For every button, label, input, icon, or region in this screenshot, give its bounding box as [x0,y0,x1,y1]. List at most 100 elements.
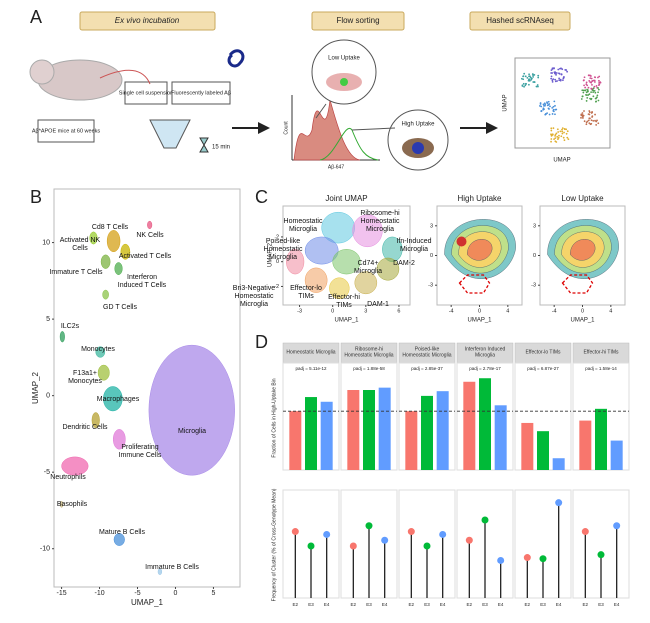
cluster [114,262,123,275]
lollipop-head [423,542,431,550]
cluster [59,501,64,508]
illustration-dot [549,105,551,108]
illustration-dot [584,86,587,89]
cluster-label: NK Cells [136,232,164,239]
x-tick-label: E3 [308,602,314,607]
y-tick-label: 0 [533,253,536,259]
illustration-dot [542,103,545,106]
illustration-dot [550,69,553,72]
x-tick-label: E3 [540,602,546,607]
facet-title: Poised-like Homeostatic Microglia [402,346,452,358]
cluster [112,429,126,450]
cluster [103,386,123,412]
bar [595,408,607,470]
illustration-dot [595,85,598,87]
cluster [147,220,153,230]
illustration-dot [547,107,550,110]
x-tick-label: -4 [552,308,557,314]
illustration-dot [557,68,560,71]
illustration-dot [587,119,590,122]
cluster [157,568,163,576]
x-tick-label: 6 [397,308,400,314]
zoom-circle [311,39,377,105]
illustration-dot [593,85,596,88]
illustration-dot [553,71,556,74]
illustration-dot [553,67,555,69]
illustration-dot [523,72,526,75]
hist-x-label: Aβ-647 [328,164,344,170]
cluster-label: Bri3-Negative Homeostatic Microglia [232,285,276,308]
illustration-dot [587,86,590,89]
illustration-dot [550,140,552,143]
p-value: padj = 1.58e-14 [585,366,617,371]
illustration-dot [585,123,588,126]
x-tick-label: -4 [449,308,454,314]
x-axis-label: UMAP_1 [131,598,164,607]
illustration-dot [563,139,566,142]
bar [405,411,418,470]
lollipop-head [497,556,505,564]
illustration-dot [581,89,584,92]
step-box [311,11,405,31]
y-tick-label: 0 [430,253,433,259]
cluster-label: Ifn-Induced Microglia [396,238,432,253]
illustration-dot [586,120,589,123]
illustration-dot [590,91,593,94]
illustration-dot [552,105,555,108]
illustration-dot [554,72,557,74]
density-contour [570,239,596,261]
y-axis-label: UMAP_2 [31,371,40,404]
illustration-dot [594,119,596,122]
lollipop-head [523,554,531,562]
highlight [458,274,491,294]
cluster-label: Immature T Cells [49,269,103,276]
illustration-dot [527,83,530,86]
cluster [352,214,383,248]
illustration-dot [582,89,585,92]
x-tick-label: E2 [467,602,473,607]
bar [363,390,375,470]
cell-uptake [412,142,424,154]
p-value: padj = 2.85e-37 [411,366,443,371]
illustration-dot [583,84,585,87]
cluster-label: Basophils [56,501,88,508]
illustration-dot [561,68,564,71]
illustration-dot [582,91,585,94]
illustration-dot [553,100,556,103]
cell-uptake [340,78,348,86]
y-tick-label: 3 [533,223,536,229]
illustration-dot [537,74,540,77]
x-tick-label: E4 [382,602,388,607]
illustration-dot [522,82,525,85]
lollipop-head [323,530,331,538]
lollipop-head [381,536,389,544]
high-uptake-label: High Uptake [401,122,435,128]
bar [537,431,549,470]
single-cell-label: Single cell suspension [119,90,173,96]
label-box [37,119,95,143]
x-tick-label: -10 [94,590,104,597]
cluster [120,243,131,260]
bar [305,397,317,470]
cluster-label: Proliferating Immune Cells [118,444,162,459]
lollipop-head [481,516,489,524]
cluster-label: Immature B Cells [145,564,199,571]
x-tick-label: E2 [583,602,589,607]
arrow [99,69,151,85]
step-label: Hashed scRNAseq [486,16,554,25]
cluster-label: DAM-1 [367,301,389,308]
bar [378,387,391,470]
step-label: Ex vivo incubation [115,16,180,25]
zoom-line [351,127,396,131]
step-label: Flow sorting [336,16,379,25]
illustration-dot [580,98,583,100]
illustration-dot [560,73,563,76]
illustration-dot [588,110,591,112]
illustration-dot [586,84,589,87]
cluster-label: Cd8 T Cells [91,224,129,231]
bar [552,458,565,470]
illustration-dot [595,100,598,103]
illustration-dot [563,76,565,78]
illustration-dot [592,87,595,90]
